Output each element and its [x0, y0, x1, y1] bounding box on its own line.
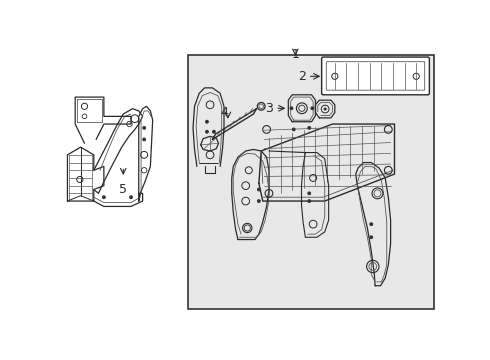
Circle shape — [142, 138, 146, 141]
Circle shape — [307, 199, 311, 203]
Circle shape — [369, 222, 373, 226]
Text: 2: 2 — [298, 70, 306, 83]
FancyBboxPatch shape — [321, 57, 429, 95]
Circle shape — [292, 127, 295, 131]
Text: 4: 4 — [220, 106, 228, 119]
Text: 1: 1 — [292, 48, 299, 61]
Circle shape — [205, 120, 209, 124]
Circle shape — [257, 188, 261, 192]
Circle shape — [307, 192, 311, 195]
FancyBboxPatch shape — [326, 62, 425, 90]
Circle shape — [212, 130, 216, 134]
Circle shape — [142, 126, 146, 130]
Text: 5: 5 — [119, 183, 127, 196]
Circle shape — [323, 108, 327, 111]
Circle shape — [102, 195, 106, 199]
Circle shape — [310, 106, 314, 110]
Text: 3: 3 — [265, 102, 273, 115]
Circle shape — [205, 130, 209, 134]
Circle shape — [369, 235, 373, 239]
Circle shape — [307, 126, 311, 130]
Circle shape — [290, 106, 294, 110]
Circle shape — [257, 199, 261, 203]
Circle shape — [129, 195, 133, 199]
Bar — [188, 55, 434, 309]
